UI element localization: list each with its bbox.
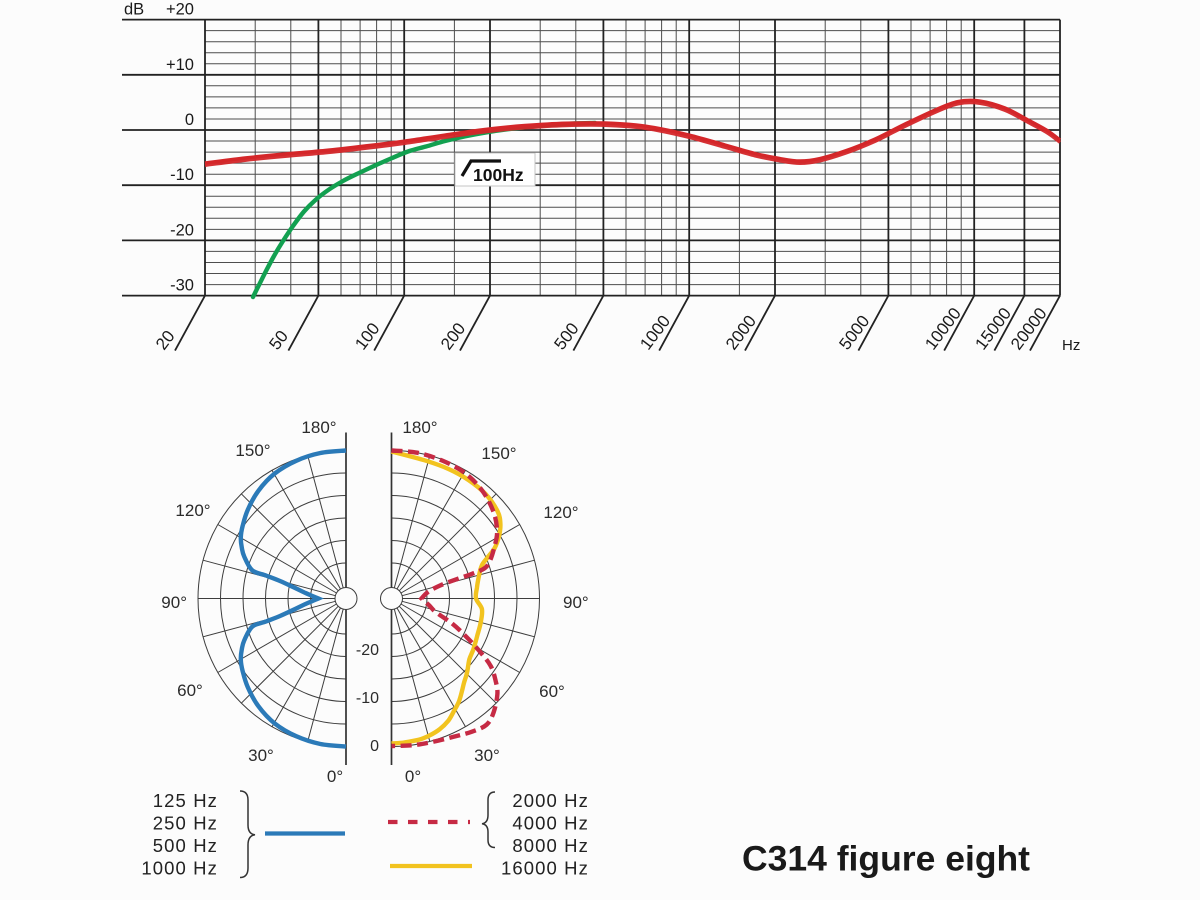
svg-text:-20: -20	[356, 642, 379, 659]
svg-text:60°: 60°	[177, 681, 203, 700]
svg-text:+10: +10	[166, 56, 194, 74]
svg-text:-30: -30	[170, 277, 194, 295]
svg-text:-10: -10	[170, 166, 194, 184]
svg-text:30°: 30°	[474, 746, 500, 765]
svg-text:180°: 180°	[301, 418, 336, 437]
svg-text:150°: 150°	[235, 441, 270, 460]
svg-text:2000 Hz: 2000 Hz	[512, 790, 589, 811]
svg-text:+20: +20	[166, 1, 194, 19]
svg-text:0: 0	[370, 738, 379, 755]
svg-text:250 Hz: 250 Hz	[153, 813, 218, 834]
svg-text:0°: 0°	[327, 767, 343, 786]
svg-text:15000: 15000	[971, 304, 1015, 353]
svg-text:-20: -20	[170, 221, 194, 239]
svg-text:500 Hz: 500 Hz	[153, 835, 218, 856]
svg-text:20: 20	[152, 327, 179, 354]
svg-text:-10: -10	[356, 690, 379, 707]
svg-text:120°: 120°	[543, 503, 578, 522]
svg-text:0°: 0°	[405, 767, 421, 786]
svg-text:Hz: Hz	[1062, 337, 1080, 354]
svg-text:90°: 90°	[161, 593, 187, 612]
svg-text:16000 Hz: 16000 Hz	[501, 858, 589, 879]
svg-text:100Hz: 100Hz	[473, 165, 524, 185]
svg-text:100: 100	[351, 319, 383, 353]
svg-text:150°: 150°	[481, 444, 516, 463]
svg-text:90°: 90°	[563, 593, 589, 612]
svg-text:0: 0	[185, 111, 194, 129]
svg-text:180°: 180°	[402, 418, 437, 437]
svg-text:125 Hz: 125 Hz	[153, 790, 218, 811]
svg-text:120°: 120°	[175, 501, 210, 520]
svg-text:dB: dB	[124, 1, 144, 19]
svg-text:1000 Hz: 1000 Hz	[141, 858, 218, 879]
svg-text:20000: 20000	[1007, 304, 1051, 353]
svg-text:60°: 60°	[539, 682, 565, 701]
svg-text:200: 200	[437, 319, 469, 353]
svg-text:C314 figure eight: C314 figure eight	[742, 839, 1030, 879]
svg-text:30°: 30°	[248, 746, 274, 765]
svg-text:50: 50	[265, 327, 292, 354]
svg-text:8000 Hz: 8000 Hz	[512, 835, 589, 856]
svg-text:10000: 10000	[921, 304, 965, 353]
svg-text:4000 Hz: 4000 Hz	[512, 813, 589, 834]
svg-text:500: 500	[550, 319, 582, 353]
